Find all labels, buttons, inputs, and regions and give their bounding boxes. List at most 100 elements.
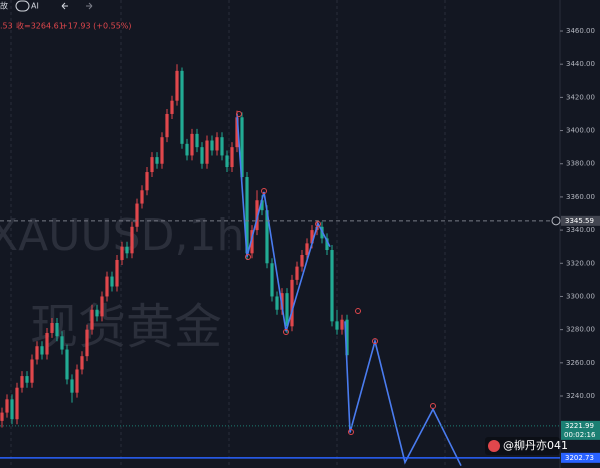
candle-body	[5, 399, 9, 413]
candle-body	[175, 70, 179, 101]
level-label: 3202.73	[565, 454, 594, 462]
candle-body	[135, 203, 139, 227]
candle-body	[25, 376, 29, 383]
candle-body	[170, 100, 174, 114]
candle-body	[15, 387, 19, 420]
candle-body	[255, 200, 259, 231]
candle-body	[150, 157, 154, 173]
candle-body	[130, 226, 134, 254]
info-change: +17.93 (+0.55%)	[61, 22, 132, 31]
y-tick-label: 3400.00	[566, 127, 595, 135]
candle-body	[140, 190, 144, 204]
pivot-marker	[236, 110, 242, 117]
candle-body	[185, 143, 189, 156]
candle-body	[65, 349, 69, 380]
crosshair-label: 3345.59	[565, 217, 594, 225]
plot	[0, 64, 462, 467]
candle-body	[260, 200, 264, 211]
candle-body	[110, 276, 114, 287]
candle-body	[195, 133, 199, 148]
candle-body	[165, 113, 169, 138]
candle-body	[120, 246, 124, 260]
candle-body	[265, 210, 269, 264]
candle-body	[230, 147, 234, 168]
candle-body	[115, 259, 119, 287]
candle-body	[205, 140, 209, 164]
crosshair-label-bg	[561, 215, 600, 226]
pivot-marker	[261, 187, 267, 194]
candle-body	[190, 133, 194, 156]
y-tick-label: 3280.00	[566, 326, 595, 334]
candle-body	[180, 70, 184, 144]
candle-body	[160, 137, 164, 164]
y-tick-label: 3240.00	[566, 392, 595, 400]
info-close: 收=3264.61	[16, 21, 64, 31]
candle-body	[300, 254, 304, 267]
candle-body	[75, 369, 79, 393]
candle-body	[250, 230, 254, 254]
info-prev: .53	[0, 22, 13, 31]
candle-body	[45, 332, 49, 355]
candle-body	[275, 296, 279, 310]
ai-label[interactable]: AI	[31, 2, 39, 11]
candle-body	[220, 137, 224, 156]
candle-body	[105, 276, 109, 297]
projection-line	[344, 321, 462, 467]
candle-body	[155, 157, 159, 164]
candle-body	[310, 230, 314, 244]
ai-icon[interactable]	[15, 0, 30, 12]
candle-body	[335, 321, 339, 330]
credit: @柳丹亦041	[503, 438, 568, 452]
candle-body	[30, 359, 34, 383]
pivot-marker	[372, 338, 378, 345]
candle-body	[95, 309, 99, 317]
candle-body	[305, 243, 309, 255]
y-tick-label: 3440.00	[566, 60, 595, 68]
candle-body	[245, 177, 249, 254]
candle-body	[100, 296, 104, 317]
candle-body	[145, 172, 149, 191]
session-separators	[10, 0, 446, 468]
countdown: 00:02:16	[564, 431, 596, 439]
candle-body	[20, 376, 24, 388]
y-tick-label: 3360.00	[566, 193, 595, 201]
candle-body	[345, 319, 349, 356]
candle-body	[240, 117, 244, 178]
zigzag-line	[236, 113, 331, 332]
candle-body	[50, 323, 54, 333]
candle-body	[40, 346, 44, 355]
y-tick-label: 3460.00	[566, 27, 595, 35]
pivot-marker	[348, 429, 354, 435]
y-tick-label: 3260.00	[566, 359, 595, 367]
y-tick-label: 3380.00	[566, 160, 595, 168]
credit-bg	[485, 437, 560, 455]
candle-body	[85, 329, 89, 357]
candle-body	[125, 246, 129, 254]
candle-body	[270, 263, 274, 297]
pivot-marker	[315, 220, 321, 227]
candle-body	[210, 140, 214, 151]
undo-icon[interactable]	[61, 2, 68, 10]
pivot-marker	[430, 402, 436, 409]
candle-body	[35, 346, 39, 360]
candle-body	[70, 379, 74, 393]
crosshair-button	[551, 216, 561, 226]
redo-icon[interactable]	[86, 2, 93, 10]
last-price-label: 3221.99	[565, 422, 594, 430]
name-watermark: 现货黄金	[30, 299, 222, 355]
pivot-marker	[245, 253, 251, 260]
credit-icon	[488, 440, 500, 452]
last-price-bg	[561, 420, 600, 440]
candle-body	[290, 279, 294, 327]
candle-body	[325, 238, 329, 251]
candle-body	[200, 147, 204, 164]
toolbar-label[interactable]: 故	[0, 1, 8, 11]
y-tick-label: 3420.00	[566, 93, 595, 101]
candle-body	[55, 323, 59, 337]
y-tick-label: 3300.00	[566, 292, 595, 300]
candle-body	[10, 399, 14, 420]
candle-body	[235, 117, 239, 148]
candle-body	[90, 309, 94, 330]
